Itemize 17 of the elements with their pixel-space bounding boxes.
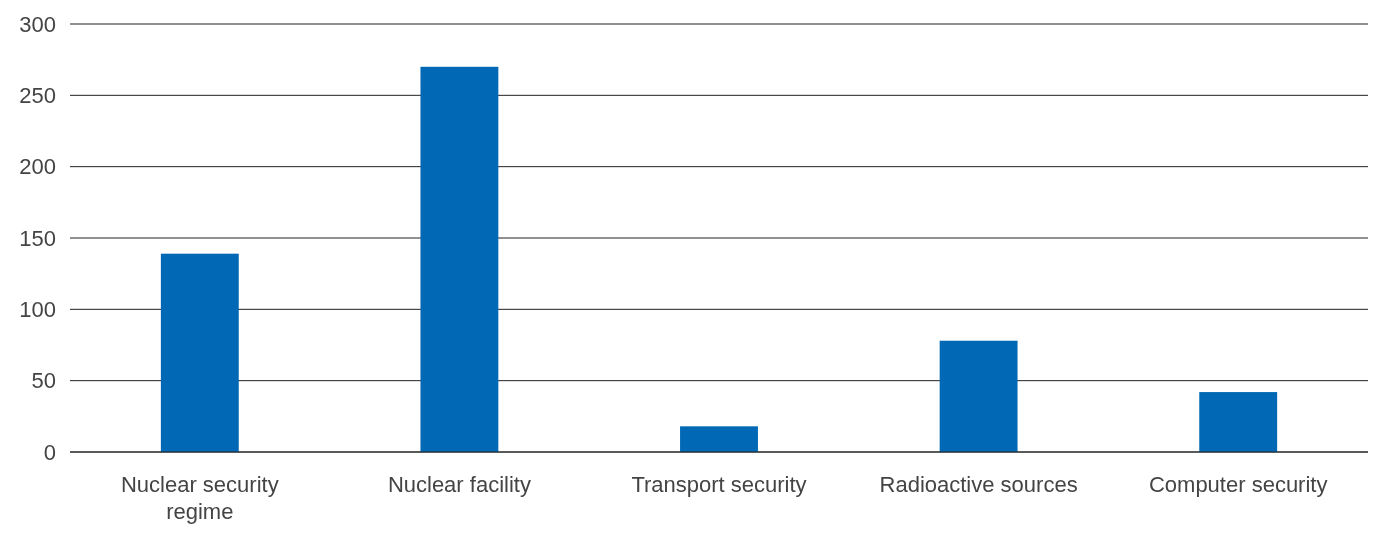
x-tick-label: Radioactive sources <box>879 472 1078 497</box>
y-tick-label: 250 <box>19 82 56 108</box>
y-tick-label: 100 <box>19 296 56 322</box>
bar <box>420 66 499 452</box>
x-tick-label: Computer security <box>1148 472 1328 497</box>
y-tick-label: 300 <box>19 11 56 37</box>
bar <box>1199 392 1278 452</box>
x-tick-label: Transport security <box>631 472 807 497</box>
x-tick-label: Nuclear security regime <box>120 472 279 524</box>
bar <box>160 253 239 452</box>
y-tick-label: 150 <box>19 225 56 251</box>
bar <box>680 426 758 452</box>
y-tick-label: 50 <box>31 368 56 394</box>
bar <box>939 340 1018 452</box>
y-tick-label: 200 <box>19 154 56 180</box>
y-tick-label: 0 <box>43 439 56 465</box>
x-tick-label: Nuclear facility <box>387 472 531 497</box>
